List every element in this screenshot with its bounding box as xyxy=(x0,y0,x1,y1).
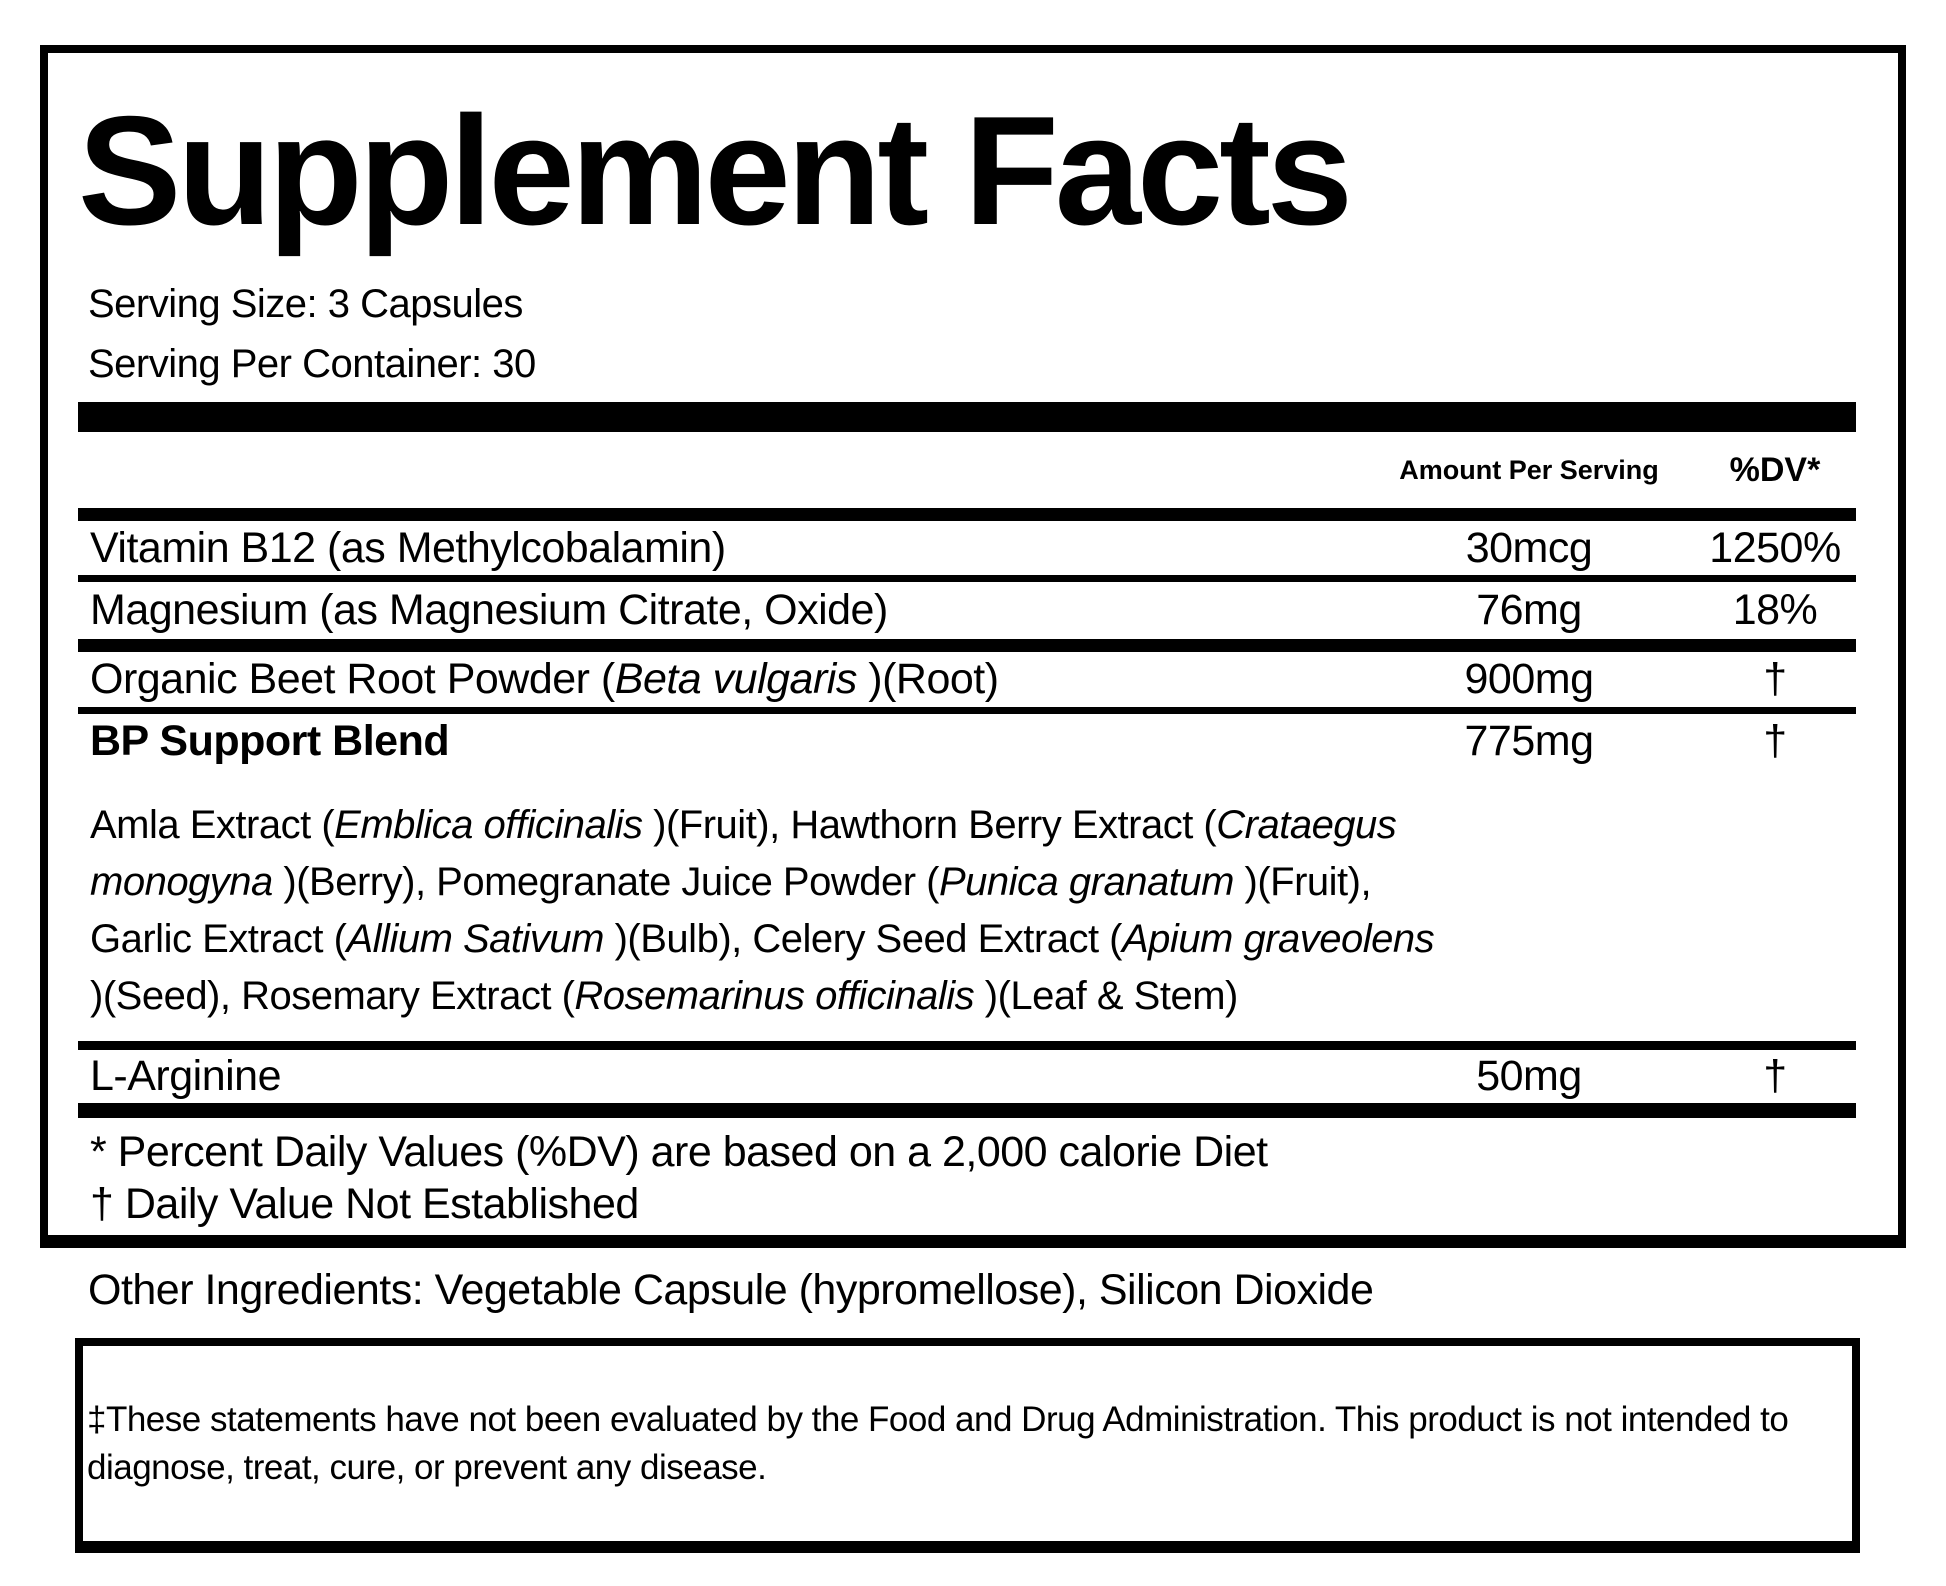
ingredient-name: Magnesium (as Magnesium Citrate, Oxide) xyxy=(90,586,888,634)
ingredient-row-beet-root: Organic Beet Root Powder (Beta vulgaris … xyxy=(78,652,1856,707)
ingredient-row-vitamin-b12: Vitamin B12 (as Methylcobalamin) 30mcg 1… xyxy=(78,521,1856,575)
ingredient-dv: † xyxy=(1763,655,1787,703)
ingredient-row-magnesium: Magnesium (as Magnesium Citrate, Oxide) … xyxy=(78,582,1856,639)
blend-description-line: )(Seed), Rosemary Extract (Rosemarinus o… xyxy=(90,974,1238,1018)
footnotes: * Percent Daily Values (%DV) are based o… xyxy=(78,1126,1856,1230)
blend-description-line: Amla Extract (Emblica officinalis )(Frui… xyxy=(90,803,1397,847)
dv-header: %DV* xyxy=(1729,450,1821,489)
ingredient-row-bp-support-blend: BP Support Blend 775mg † xyxy=(78,714,1856,769)
ingredient-name: L-Arginine xyxy=(90,1052,282,1100)
blend-description-line: monogyna )(Berry), Pomegranate Juice Pow… xyxy=(90,860,1372,904)
ingredient-row-l-arginine: L-Arginine 50mg † xyxy=(78,1050,1856,1103)
blend-description: Amla Extract (Emblica officinalis )(Frui… xyxy=(78,769,1856,1041)
ingredient-amount: 30mcg xyxy=(1465,523,1593,572)
ingredient-amount: 50mg xyxy=(1476,1052,1582,1100)
ingredient-dv: 1250% xyxy=(1709,523,1841,572)
amount-per-serving-header: Amount Per Serving xyxy=(1399,454,1659,485)
dv-footnote: * Percent Daily Values (%DV) are based o… xyxy=(90,1128,1268,1176)
ingredient-amount: 76mg xyxy=(1476,586,1582,634)
servings-per-container: Serving Per Container: 30 xyxy=(88,342,536,386)
panel-body: Serving Size: 3 Capsules Serving Per Con… xyxy=(48,278,1898,1230)
serving-size: Serving Size: 3 Capsules xyxy=(88,282,523,326)
divider xyxy=(78,1041,1856,1050)
ingredient-dv: † xyxy=(1763,717,1787,765)
ingredient-dv: 18% xyxy=(1732,586,1818,634)
dagger-footnote: † Daily Value Not Established xyxy=(90,1180,639,1228)
ingredient-name: Vitamin B12 (as Methylcobalamin) xyxy=(90,523,726,572)
fda-disclaimer-text: ‡These statements have not been evaluate… xyxy=(87,1399,1789,1487)
thick-divider xyxy=(78,402,1856,432)
divider xyxy=(78,508,1856,521)
other-ingredients-line: Other Ingredients: Vegetable Capsule (hy… xyxy=(88,1266,1374,1314)
panel-title: Supplement Facts xyxy=(78,84,1353,257)
blend-description-line: Garlic Extract (Allium Sativum )(Bulb), … xyxy=(90,917,1435,961)
table-header-row: Amount Per Serving %DV* xyxy=(78,432,1856,508)
divider xyxy=(78,575,1856,582)
divider xyxy=(78,707,1856,714)
ingredient-amount: 900mg xyxy=(1464,655,1594,703)
divider xyxy=(78,639,1856,652)
ingredient-name: Organic Beet Root Powder (Beta vulgaris … xyxy=(90,655,999,703)
thick-divider xyxy=(78,1103,1856,1118)
supplement-facts-panel: Supplement Facts Serving Size: 3 Capsule… xyxy=(40,45,1906,1248)
ingredient-name: BP Support Blend xyxy=(90,717,450,765)
ingredient-dv: † xyxy=(1763,1052,1787,1100)
ingredient-amount: 775mg xyxy=(1464,717,1594,765)
fda-disclaimer-box: ‡These statements have not been evaluate… xyxy=(75,1338,1860,1553)
